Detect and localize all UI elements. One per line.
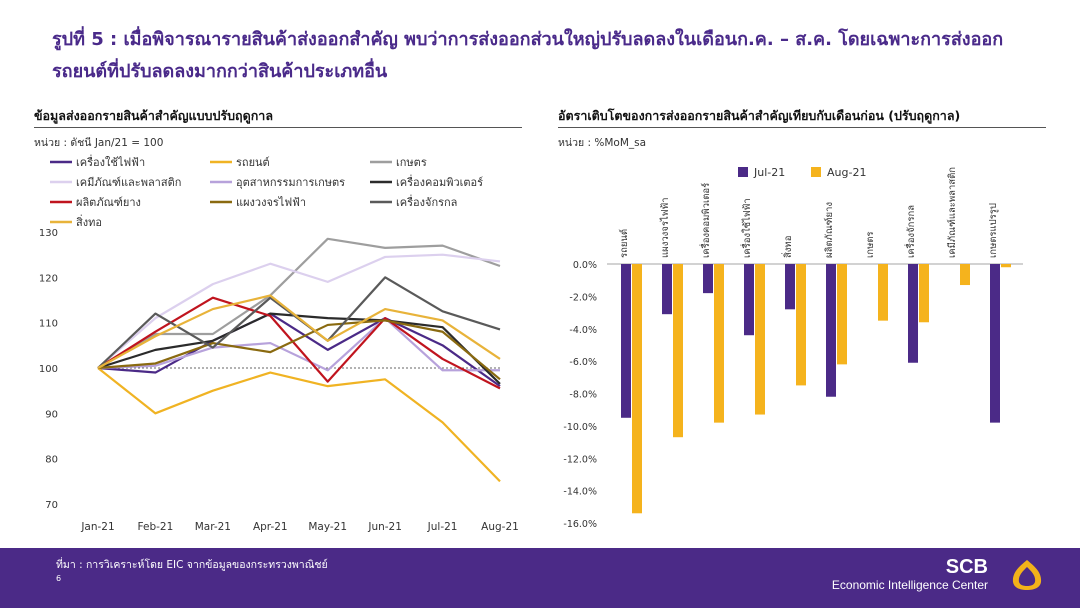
category-label: เครื่องจักรกล <box>904 205 917 258</box>
y-tick-label: 100 <box>39 364 58 375</box>
legend-label-series-3: เคมีภัณฑ์และพลาสติก <box>76 176 181 189</box>
category-label: เคมีภัณฑ์และพลาสติก <box>946 167 958 258</box>
line-series-1 <box>97 367 501 483</box>
y-tick-label: -2.0% <box>569 292 597 303</box>
y-tick-label: 0.0% <box>573 260 597 271</box>
x-tick-label: Jan-21 <box>80 521 114 533</box>
bar-series-0 <box>908 264 918 363</box>
y-tick-label: 120 <box>39 273 58 284</box>
line-chart-unit: หน่วย : ดัชนี Jan/21 = 100 <box>34 137 164 149</box>
bar-series-1 <box>919 264 929 323</box>
line-series-6 <box>97 296 501 390</box>
y-tick-label: 130 <box>39 228 58 239</box>
y-tick-label: -8.0% <box>569 390 597 401</box>
x-tick-label: May-21 <box>308 521 347 533</box>
legend-label-series-0: เครื่องใช้ไฟฟ้า <box>76 154 145 169</box>
brand-block: SCB Economic Intelligence Center <box>832 556 988 592</box>
legend-label-series-6: ผลิตภัณฑ์ยาง <box>76 196 141 209</box>
bar-series-1 <box>632 264 642 514</box>
x-tick-label: Jul-21 <box>427 521 458 533</box>
line-series-4 <box>97 317 500 372</box>
category-label: รถยนต์ <box>618 229 630 258</box>
legend-label-series-7: แผงวงจรไฟฟ้า <box>236 196 306 209</box>
bar-series-1 <box>755 264 765 415</box>
legend-swatch-series-0 <box>738 167 748 177</box>
scb-logo-icon <box>1012 560 1042 590</box>
legend-swatch-series-1 <box>811 167 821 177</box>
y-tick-label: -16.0% <box>563 519 597 530</box>
bar-chart-title: อัตราเติบโตของการส่งออกรายสินค้าสำคัญเที… <box>558 108 961 123</box>
legend-label-series-0: Jul-21 <box>753 166 785 179</box>
footer-bar <box>0 548 1080 608</box>
bar-series-1 <box>673 264 683 438</box>
x-tick-label: Feb-21 <box>138 521 174 533</box>
line-chart: เครื่องใช้ไฟฟ้า รถยนต์ เกษตรเคมีภัณฑ์และพล… <box>39 154 519 533</box>
bar-series-1 <box>837 264 847 365</box>
y-tick-label: -10.0% <box>563 422 597 433</box>
brand-center: Economic Intelligence Center <box>831 578 988 592</box>
category-label: แผงวงจรไฟฟ้า <box>659 197 671 258</box>
page-title: รูปที่ 5 : เมื่อพิจารณารายสินค้าส่งออกสำ… <box>52 29 1004 82</box>
line-series-7 <box>97 319 501 381</box>
x-tick-label: Apr-21 <box>253 521 288 533</box>
legend-label-series-1: Aug-21 <box>827 166 866 179</box>
category-label: เกษตรแปรรูป <box>988 203 999 258</box>
line-series-9 <box>97 294 501 369</box>
bar-series-1 <box>796 264 806 386</box>
brand-name: SCB <box>945 556 988 578</box>
y-tick-label: -6.0% <box>569 357 597 368</box>
legend-label-series-9: สิ่งทอ <box>76 214 102 229</box>
bar-chart-unit: หน่วย : %MoM_sa <box>558 137 647 149</box>
bar-series-1 <box>960 264 970 286</box>
legend-label-series-5: เครื่องคอมพิวเตอร์ <box>396 174 483 189</box>
bar-chart: Jul-21 Aug-21 0.0% -2.0% -4.0% -6.0% -8.0% -10.… <box>563 166 1023 530</box>
bar-series-0 <box>703 264 713 294</box>
x-tick-label: Jun-21 <box>367 521 402 533</box>
bar-series-0 <box>785 264 795 310</box>
line-series-2 <box>97 237 501 369</box>
bar-series-0 <box>662 264 672 315</box>
bar-series-0 <box>826 264 836 397</box>
line-series-3 <box>97 253 501 369</box>
category-label: สิ่งทอ <box>781 236 794 259</box>
legend-label-series-8: เครื่องจักรกล <box>396 194 457 209</box>
y-tick-label: -4.0% <box>569 325 597 336</box>
y-tick-label: 80 <box>45 455 58 466</box>
category-label: เกษตร <box>865 231 876 258</box>
bar-series-1 <box>1001 264 1011 268</box>
y-tick-label: 110 <box>39 319 58 330</box>
line-series-0 <box>97 312 501 388</box>
bar-series-0 <box>744 264 754 336</box>
x-tick-label: Mar-21 <box>195 521 231 533</box>
source-note: ที่มา : การวิเคราะห์โดย EIC จากข้อมูลของ… <box>56 559 328 571</box>
category-label: เครื่องใช้ไฟฟ้า <box>740 198 753 258</box>
bar-series-0 <box>621 264 631 418</box>
category-label: ผลิตภัณฑ์ยาง <box>823 202 835 258</box>
legend-label-series-2: เกษตร <box>396 156 427 169</box>
page-number: 6 <box>56 574 62 583</box>
bar-chart-divider <box>558 127 1046 128</box>
y-tick-label: -14.0% <box>563 487 597 498</box>
bar-series-1 <box>878 264 888 321</box>
line-series-8 <box>97 276 501 369</box>
category-label: เครื่องคอมพิวเตอร์ <box>699 183 712 258</box>
line-series-5 <box>97 312 501 385</box>
bar-series-0 <box>990 264 1000 423</box>
line-chart-divider <box>34 127 522 128</box>
y-tick-label: 70 <box>45 500 58 511</box>
legend-label-series-4: อุตสาหกรรมการเกษตร <box>236 176 345 189</box>
legend-label-series-1: รถยนต์ <box>236 156 270 169</box>
y-tick-label: -12.0% <box>563 454 597 465</box>
bar-series-1 <box>714 264 724 423</box>
line-chart-title: ข้อมูลส่งออกรายสินค้าสำคัญแบบปรับฤดูกาล <box>34 108 273 123</box>
y-tick-label: 90 <box>45 409 58 420</box>
x-tick-label: Aug-21 <box>481 521 519 533</box>
